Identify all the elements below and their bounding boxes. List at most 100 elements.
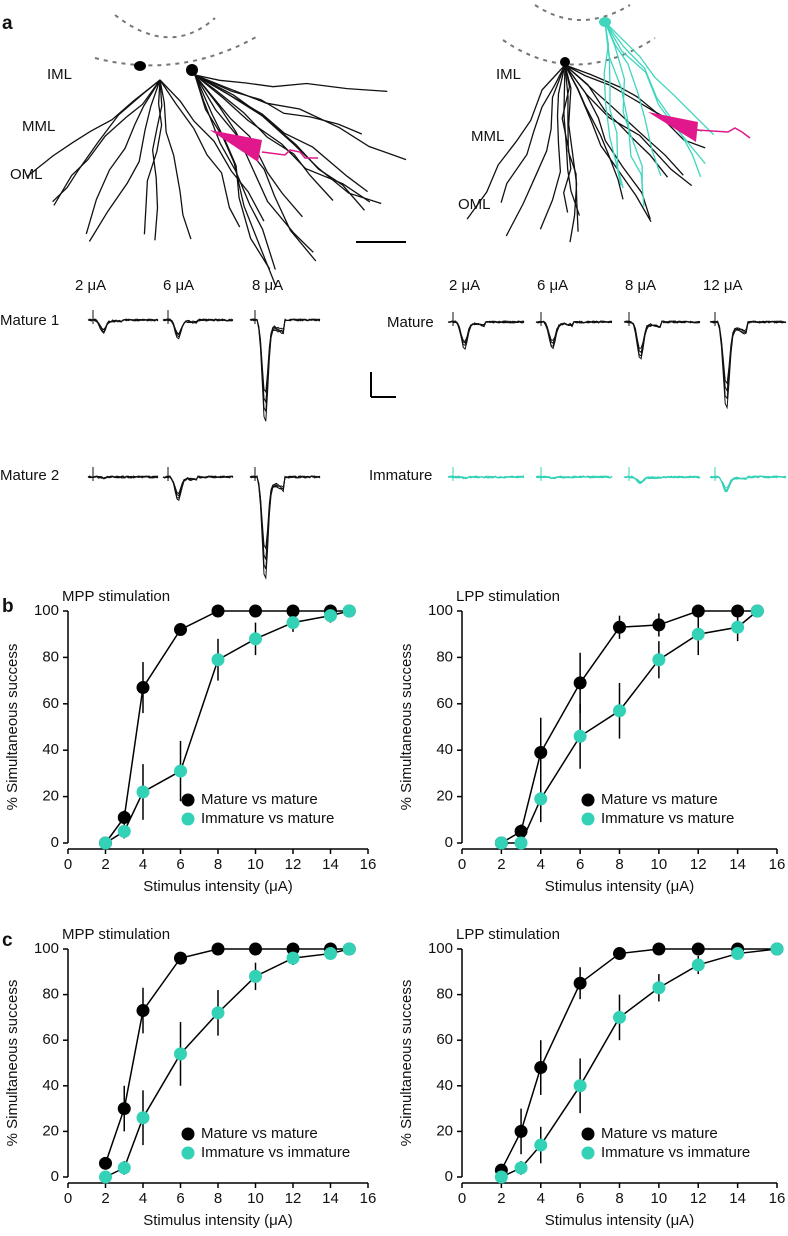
dendrite: [604, 21, 706, 165]
x-tick-label: 16: [769, 856, 786, 873]
trace: [709, 475, 787, 491]
trace: [162, 475, 234, 499]
dendrite: [604, 21, 643, 190]
x-axis-label: Stimulus intensity (μA): [143, 878, 293, 895]
y-tick-label: 80: [436, 986, 453, 1003]
trace: [162, 318, 234, 338]
data-point: [286, 604, 300, 618]
panel-label: a: [2, 13, 13, 34]
y-tick-label: 60: [436, 1031, 453, 1048]
dendrite: [604, 21, 715, 136]
trace: [249, 318, 321, 413]
dendrite: [52, 79, 161, 203]
data-point: [211, 653, 225, 667]
x-tick-label: 2: [101, 856, 109, 873]
dendrite: [505, 64, 566, 237]
row-label: Mature: [387, 314, 434, 331]
data-point: [514, 836, 528, 850]
trace: [249, 318, 321, 422]
dendrite: [563, 64, 581, 216]
legend-marker: [581, 1146, 595, 1160]
x-tick-label: 16: [769, 1190, 786, 1207]
trace: [623, 475, 701, 484]
data-point: [136, 1004, 150, 1018]
data-point: [731, 620, 745, 634]
x-tick-label: 14: [322, 1190, 339, 1207]
x-tick-label: 4: [537, 1190, 545, 1207]
soma: [134, 61, 146, 71]
trace: [447, 320, 525, 351]
y-tick-label: 40: [436, 741, 453, 758]
x-tick-label: 10: [247, 856, 264, 873]
x-tick-label: 14: [322, 856, 339, 873]
x-axis-label: Stimulus intensity (μA): [545, 878, 695, 895]
electrode: [210, 130, 262, 162]
y-tick-label: 20: [436, 1122, 453, 1139]
data-point: [613, 947, 626, 961]
x-tick-label: 0: [64, 856, 72, 873]
data-point: [652, 653, 666, 667]
dendrite: [194, 74, 314, 253]
layer-label: IML: [47, 66, 72, 83]
x-tick-label: 10: [247, 1190, 264, 1207]
data-point: [494, 836, 508, 850]
trace: [709, 320, 787, 400]
data-point: [99, 836, 112, 850]
legend-label: Immature vs immature: [601, 1144, 750, 1161]
x-tick-label: 8: [615, 856, 623, 873]
data-point: [652, 942, 666, 956]
y-tick-label: 100: [428, 940, 453, 957]
data-point: [324, 609, 337, 623]
trace: [447, 475, 525, 480]
trace: [447, 320, 525, 346]
data-point: [691, 958, 705, 972]
panel-label: b: [2, 596, 14, 617]
y-tick-label: 40: [42, 1077, 59, 1094]
x-tick-label: 6: [576, 1190, 584, 1207]
x-tick-label: 12: [285, 1190, 302, 1207]
series-line: [500, 610, 758, 844]
y-tick-label: 60: [42, 695, 59, 712]
data-point: [117, 1161, 131, 1175]
trace: [87, 475, 159, 479]
x-tick-label: 14: [729, 1190, 746, 1207]
data-point: [652, 618, 666, 632]
trace: [87, 475, 159, 479]
x-tick-label: 12: [285, 856, 302, 873]
x-tick-label: 6: [176, 1190, 184, 1207]
dendrite: [143, 79, 163, 235]
x-tick-label: 0: [64, 1190, 72, 1207]
x-axis-label: Stimulus intensity (μA): [545, 1212, 695, 1229]
trace: [536, 320, 613, 347]
x-tick-label: 8: [214, 1190, 222, 1207]
current-label: 8 μA: [252, 277, 283, 294]
dendrite: [194, 74, 407, 161]
y-axis-label: % Simultaneous success: [398, 980, 415, 1147]
y-tick-label: 100: [34, 940, 59, 957]
dendrite: [159, 79, 265, 222]
trace: [88, 318, 159, 335]
data-point: [534, 1138, 548, 1152]
dendrite: [53, 79, 161, 206]
legend-marker: [181, 1146, 195, 1160]
layer-boundary: [94, 4, 656, 67]
data-point: [286, 616, 300, 630]
x-tick-label: 8: [615, 1190, 623, 1207]
dendrite: [564, 64, 624, 200]
dendrite: [539, 64, 566, 230]
data-point: [534, 746, 548, 760]
dendrite: [194, 74, 363, 135]
dendrite: [603, 21, 622, 186]
current-label: 2 μA: [75, 277, 106, 294]
data-point: [514, 824, 528, 838]
chart-title: LPP stimulation: [456, 926, 560, 943]
y-tick-label: 0: [445, 834, 453, 851]
dendrite: [26, 79, 161, 178]
data-point: [573, 1079, 587, 1093]
electrode-wire: [261, 149, 318, 159]
y-tick-label: 80: [42, 648, 59, 665]
x-tick-label: 16: [360, 856, 377, 873]
x-tick-label: 14: [729, 856, 746, 873]
legend-marker: [581, 812, 595, 826]
x-tick-label: 6: [176, 856, 184, 873]
